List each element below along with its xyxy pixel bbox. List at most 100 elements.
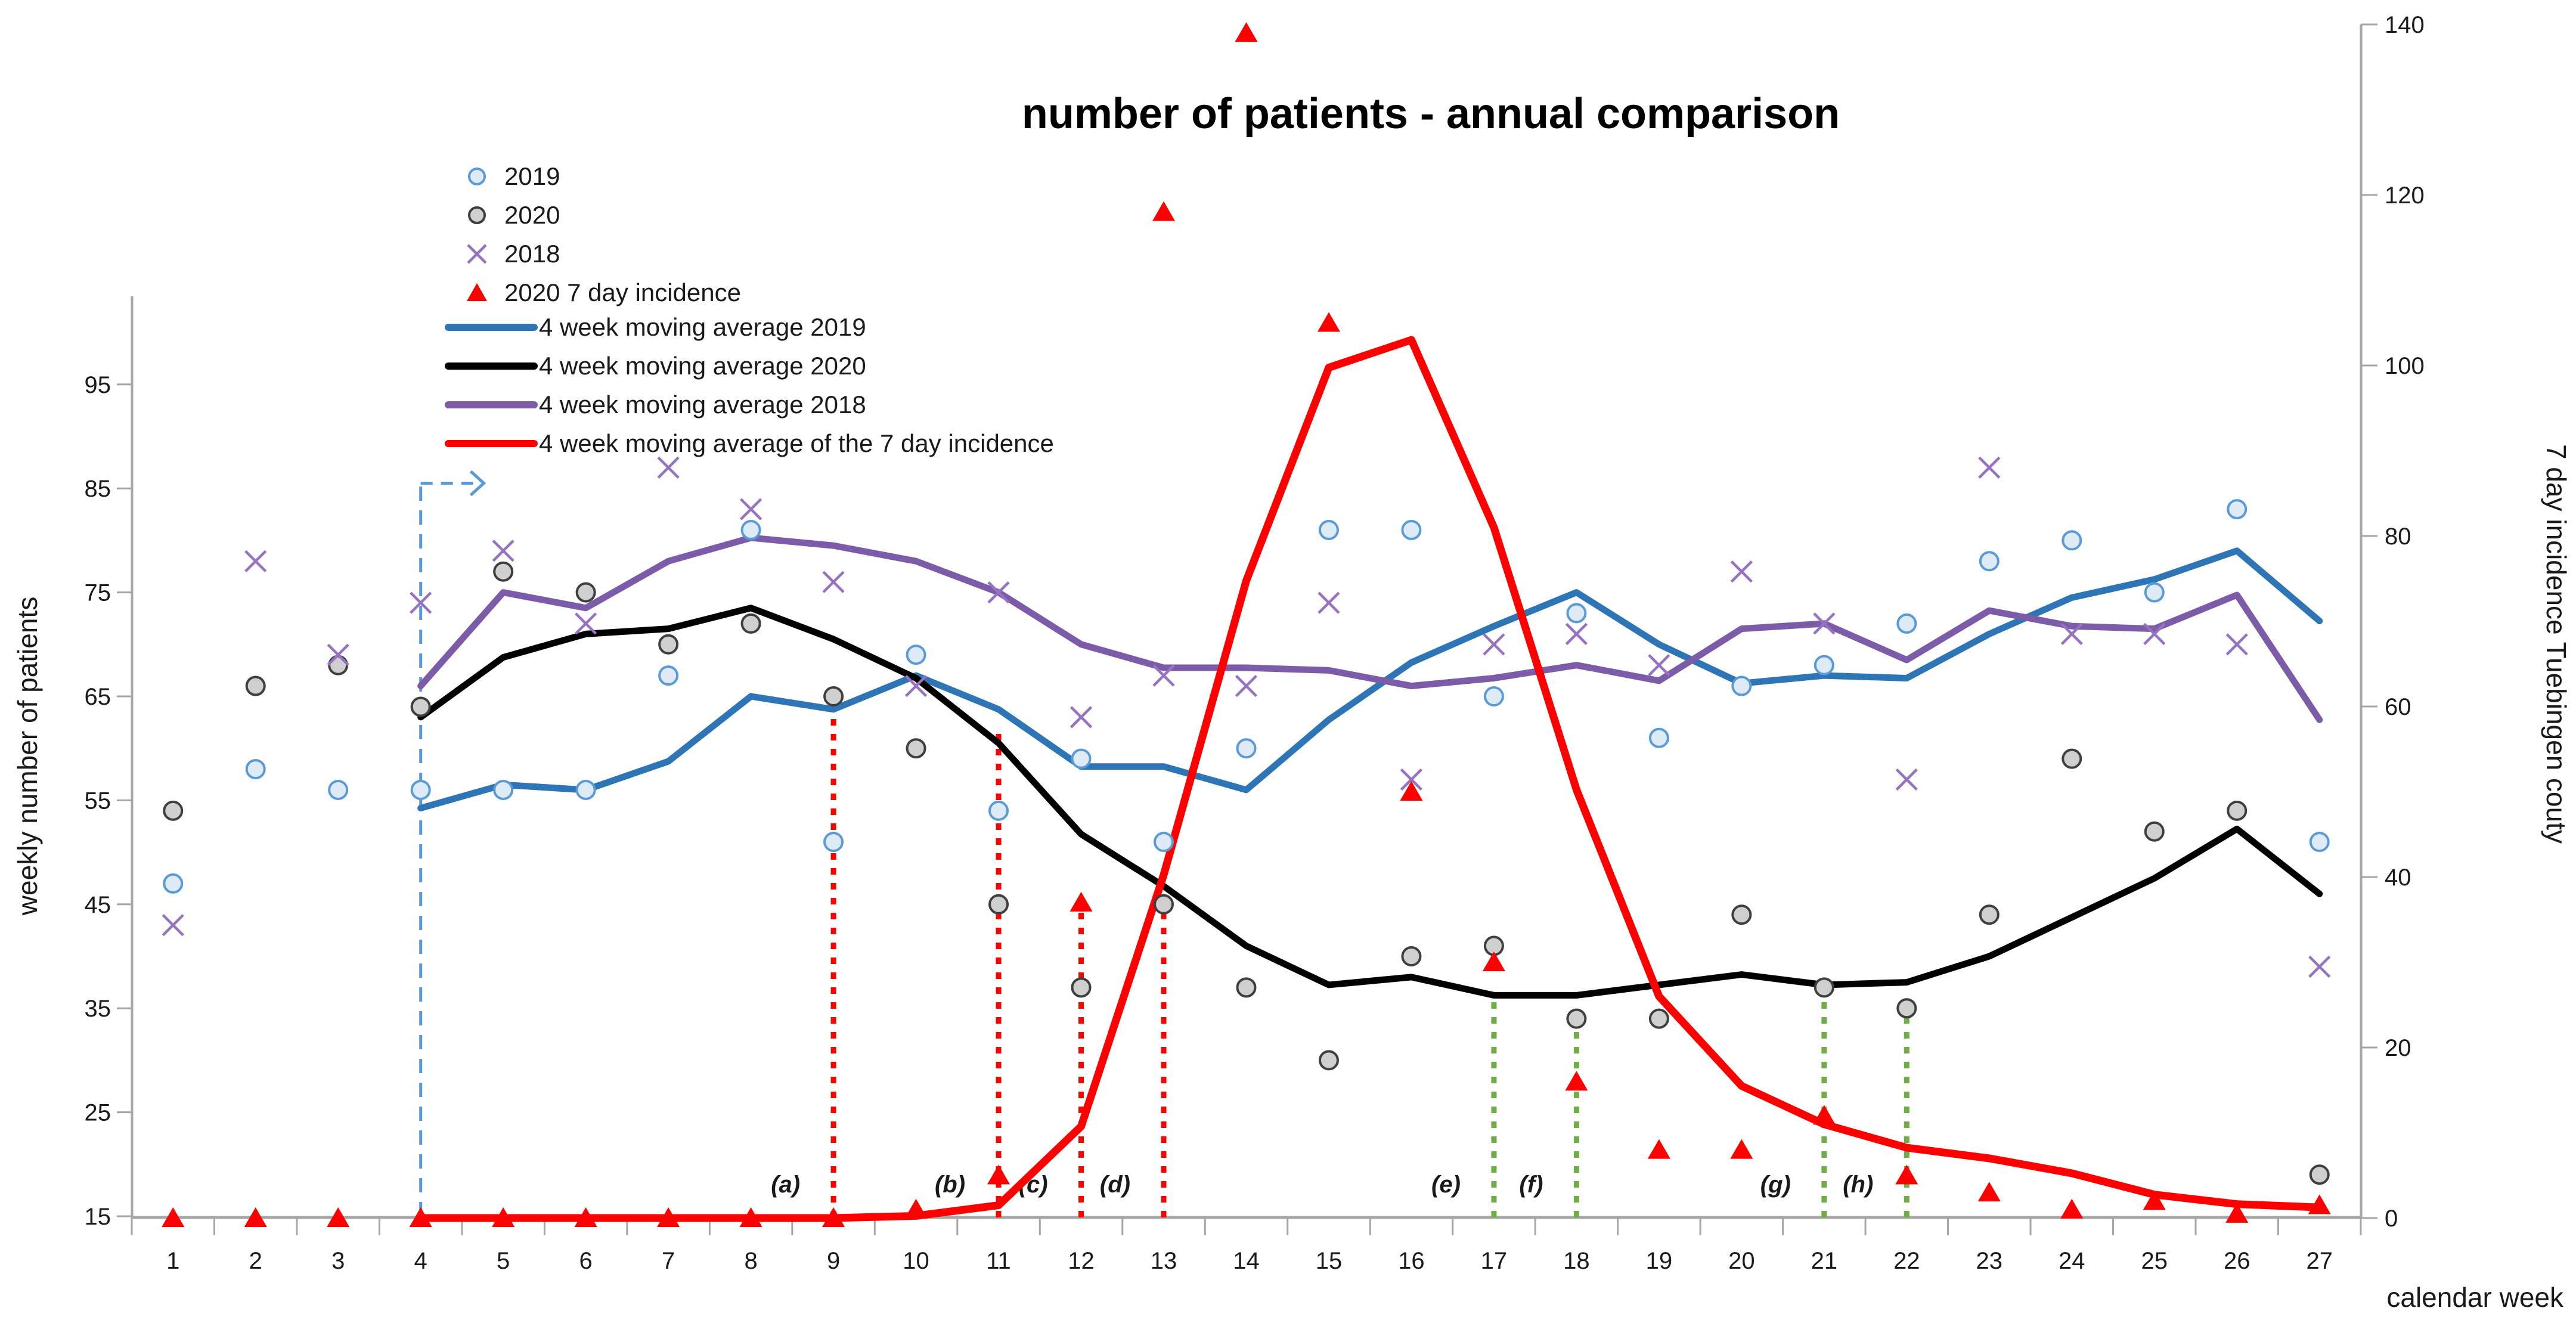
- data-point: [1814, 655, 1834, 675]
- left-tick-label: 35: [85, 996, 111, 1022]
- data-point: [1812, 1105, 1836, 1125]
- data-point: [1070, 891, 1093, 912]
- data-point: [1318, 1050, 1339, 1071]
- data-point: [493, 779, 514, 800]
- line-4-week-moving-average-2019: [417, 547, 2323, 811]
- scatter-2019: [163, 499, 2330, 894]
- x-tick-label: 25: [2141, 1248, 2168, 1274]
- data-point: [2143, 1190, 2166, 1210]
- data-point: [1317, 312, 1340, 332]
- x-tick-label: 6: [579, 1248, 593, 1274]
- right-tick-label: 20: [2385, 1035, 2411, 1061]
- legend-item-label: 2020 7 day incidence: [504, 278, 741, 306]
- event-label-a: (a): [771, 1172, 800, 1198]
- data-point: [1070, 706, 1093, 729]
- scatter-2020: [163, 561, 2330, 1185]
- data-point: [740, 498, 762, 520]
- data-point: [1648, 654, 1670, 677]
- data-point: [245, 675, 266, 696]
- x-tick-label: 20: [1728, 1248, 1755, 1274]
- data-point: [1483, 633, 1505, 656]
- legend-item-ma-4: 4 week moving average 2019: [445, 313, 866, 341]
- data-point: [1071, 977, 1092, 998]
- data-point: [2225, 633, 2248, 656]
- data-point: [1236, 977, 1257, 998]
- legend-item-label: 2020: [504, 201, 560, 229]
- data-point: [328, 655, 349, 675]
- data-point: [410, 779, 431, 800]
- data-point: [823, 686, 844, 706]
- x-tick-label: 2: [249, 1248, 262, 1274]
- data-point: [988, 894, 1009, 915]
- data-point: [906, 738, 926, 759]
- x-tick-label: 22: [1893, 1248, 1920, 1274]
- data-point: [906, 644, 926, 665]
- line-4-week-moving-average-of-the-7-day-incidence: [417, 336, 2324, 1222]
- data-point: [1235, 674, 1258, 698]
- data-point: [163, 873, 184, 894]
- data-point: [658, 665, 679, 686]
- data-point: [2144, 582, 2165, 603]
- data-point: [740, 613, 761, 634]
- series-layer: [162, 22, 2331, 1227]
- x-tick-label: 4: [414, 1248, 427, 1274]
- left-tick-label: 85: [85, 476, 111, 502]
- x-tick-label: 24: [2059, 1248, 2085, 1274]
- data-point: [1483, 686, 1504, 706]
- scatter-2020-7-day-incidence: [162, 22, 2331, 1227]
- x-legend-marker-icon: [467, 244, 487, 264]
- data-point: [1979, 904, 2000, 925]
- event-label-e: (e): [1431, 1172, 1461, 1198]
- data-point: [740, 519, 761, 540]
- x-tick-label: 17: [1481, 1248, 1508, 1274]
- event-label-b: (b): [935, 1172, 965, 1198]
- data-point: [1235, 22, 1258, 42]
- data-point: [2225, 1203, 2249, 1223]
- left-tick-label: 45: [85, 892, 111, 918]
- data-point: [2144, 821, 2165, 842]
- data-point: [1566, 1008, 1587, 1029]
- data-point: [1977, 1182, 2001, 1202]
- data-point: [2309, 832, 2330, 853]
- event-label-h: (h): [1843, 1172, 1873, 1198]
- data-point: [1401, 946, 1422, 966]
- legend-item-ma-7: 4 week moving average of the 7 day incid…: [445, 429, 1054, 457]
- right-tick-label: 40: [2385, 864, 2411, 891]
- left-tick-label: 95: [85, 372, 111, 398]
- data-point: [1318, 519, 1339, 540]
- x-tick-label: 11: [986, 1248, 1011, 1274]
- data-point: [410, 696, 431, 717]
- data-point: [327, 643, 349, 666]
- legend-item-2020: 2020: [468, 201, 560, 229]
- data-point: [988, 800, 1009, 821]
- data-point: [1895, 768, 1918, 791]
- x-tick-label: 27: [2306, 1248, 2333, 1274]
- data-point: [904, 1198, 928, 1219]
- x-tick-label: 14: [1233, 1248, 1260, 1274]
- data-point: [162, 1207, 185, 1227]
- legend-item-label: 2018: [504, 240, 560, 268]
- data-point: [409, 1207, 432, 1227]
- data-point: [987, 581, 1010, 604]
- data-point: [658, 634, 679, 655]
- data-point: [1730, 560, 1753, 583]
- data-point: [1979, 551, 2000, 572]
- data-point: [1647, 1139, 1670, 1159]
- line-4-week-moving-average-2020: [417, 605, 2323, 999]
- left-tick-label: 15: [85, 1204, 111, 1230]
- data-point: [575, 612, 597, 635]
- data-point: [1318, 591, 1340, 614]
- data-point: [2309, 1164, 2330, 1185]
- x-tick-label: 10: [903, 1248, 929, 1274]
- x-axis-title: calendar week: [2386, 1282, 2564, 1313]
- 2020-legend-marker-icon: [468, 206, 486, 224]
- data-point: [574, 1207, 597, 1227]
- data-point: [1482, 952, 1505, 971]
- data-point: [1814, 977, 1834, 998]
- data-point: [328, 779, 349, 800]
- data-point: [1400, 768, 1423, 791]
- x-tick-label: 19: [1646, 1248, 1673, 1274]
- data-point: [1896, 998, 1917, 1019]
